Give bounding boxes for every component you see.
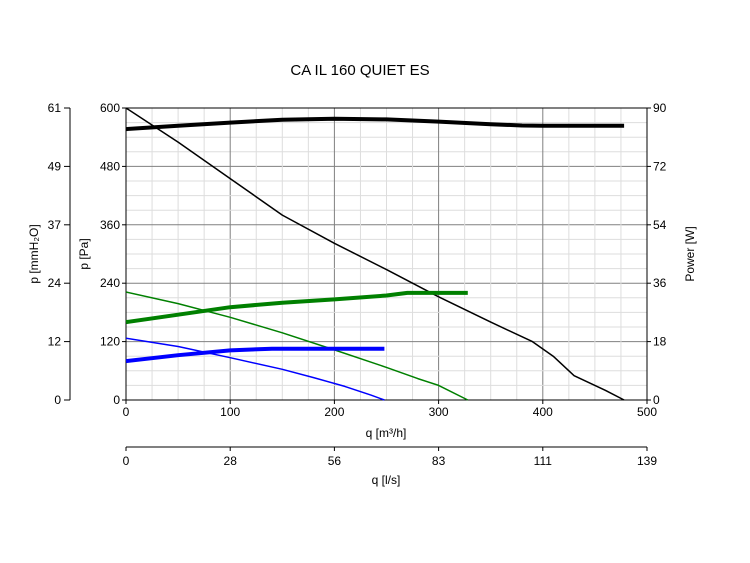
x-tick-label: 400 bbox=[533, 405, 553, 419]
y-outer-tick-label: 37 bbox=[48, 218, 62, 232]
series-line-power-1 bbox=[125, 116, 625, 132]
x2-tick-label: 56 bbox=[328, 454, 342, 468]
series-line-pressure-0 bbox=[125, 107, 625, 401]
y-right-tick-label: 18 bbox=[653, 335, 667, 349]
y-right-tick-label: 0 bbox=[653, 393, 660, 407]
y-outer-tick-label: 49 bbox=[48, 159, 62, 173]
y-axis-label: p [Pa] bbox=[77, 238, 91, 269]
x-tick-label: 100 bbox=[220, 405, 240, 419]
y-tick-label: 0 bbox=[113, 393, 120, 407]
x-tick-label: 300 bbox=[429, 405, 449, 419]
chart-title: CA IL 160 QUIET ES bbox=[290, 62, 429, 79]
y-outer-tick-label: 12 bbox=[48, 335, 62, 349]
y-tick-label: 240 bbox=[100, 276, 120, 290]
y-outer-tick-label: 61 bbox=[48, 101, 62, 115]
y-tick-label: 360 bbox=[100, 218, 120, 232]
x2-tick-label: 0 bbox=[123, 454, 130, 468]
y-right-tick-label: 54 bbox=[653, 218, 667, 232]
y-tick-label: 600 bbox=[100, 101, 120, 115]
y-right-tick-label: 36 bbox=[653, 276, 667, 290]
x2-tick-label: 83 bbox=[432, 454, 446, 468]
x-axis-label: q [m³/h] bbox=[366, 426, 407, 440]
x-tick-label: 200 bbox=[324, 405, 344, 419]
grid bbox=[125, 107, 648, 401]
y-right-axis-label: Power [W] bbox=[683, 226, 697, 281]
series-line-power-5 bbox=[125, 346, 385, 364]
y-right-tick-label: 72 bbox=[653, 159, 667, 173]
x2-axis-label: q [l/s] bbox=[372, 473, 401, 487]
series-line-pressure-4 bbox=[125, 337, 385, 401]
y-right-tick-label: 90 bbox=[653, 101, 667, 115]
x-tick-label: 0 bbox=[123, 405, 130, 419]
y-outer-tick-label: 24 bbox=[48, 276, 62, 290]
y-tick-label: 480 bbox=[100, 159, 120, 173]
y-outer-axis-label: p [mmH₂O] bbox=[27, 224, 41, 283]
curves bbox=[125, 107, 625, 401]
x-tick-label: 500 bbox=[637, 405, 657, 419]
plot-frame bbox=[125, 107, 648, 401]
x2-tick-label: 28 bbox=[224, 454, 238, 468]
y-tick-label: 120 bbox=[100, 335, 120, 349]
x2-tick-label: 111 bbox=[534, 454, 553, 468]
y-outer-tick-label: 0 bbox=[54, 393, 61, 407]
series-line-power-3 bbox=[125, 290, 468, 325]
x2-tick-label: 139 bbox=[637, 454, 657, 468]
